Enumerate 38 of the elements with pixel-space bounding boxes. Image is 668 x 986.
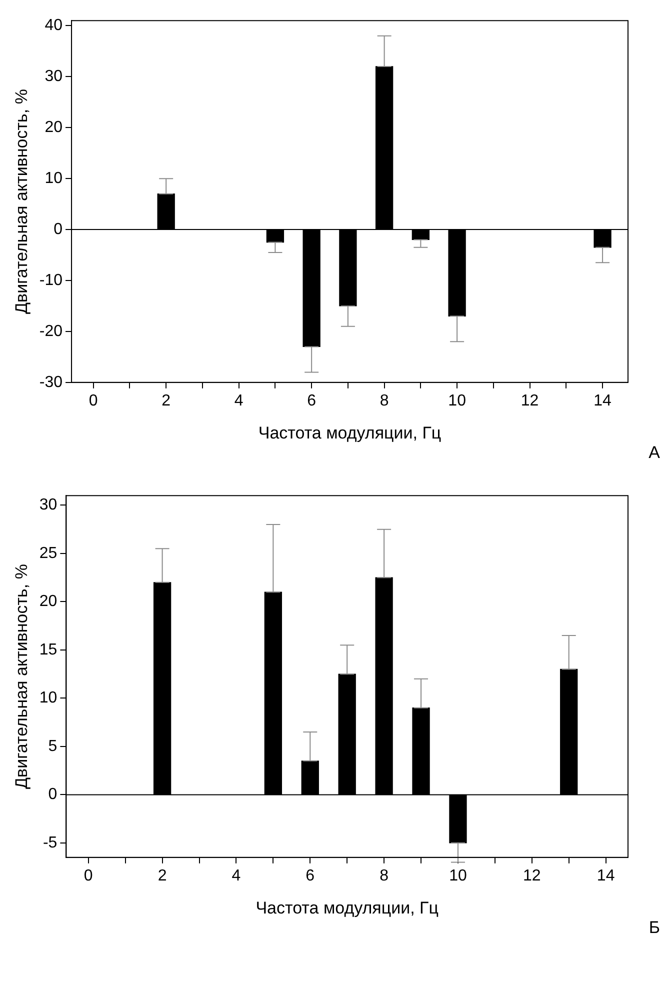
x-tick-label: 14 (596, 867, 615, 884)
y-tick-label: -20 (39, 322, 63, 340)
x-tick-label: 0 (88, 392, 98, 410)
x-tick-label: 0 (84, 867, 93, 884)
y-tick-label: 5 (48, 738, 58, 755)
text: А (648, 443, 660, 463)
x-tick-label: 12 (523, 867, 541, 884)
x-tick-label: 8 (380, 867, 389, 884)
y-axis-title: Двигательная активность, % (12, 564, 31, 789)
y-tick-label: 25 (39, 544, 58, 562)
y-tick-label: 30 (39, 496, 58, 514)
y-tick-label: 30 (44, 68, 63, 86)
x-tick-label: 10 (448, 392, 466, 410)
x-tick-label: 6 (307, 392, 316, 410)
y-tick-label: 0 (54, 220, 63, 238)
x-tick-label: 10 (449, 867, 467, 884)
y-tick-label: 0 (48, 786, 58, 804)
x-tick-label: 12 (520, 392, 539, 410)
x-tick-label: 8 (380, 392, 389, 410)
y-tick-label: 10 (39, 690, 58, 707)
x-tick-label: 4 (234, 392, 244, 410)
y-tick-label: 20 (39, 593, 58, 610)
x-tick-label: 2 (158, 867, 167, 884)
x-axis-title: Частота модуляции, Гц (256, 898, 439, 918)
y-tick-label: -10 (39, 272, 63, 289)
y-axis-title: Двигательная активность, % (12, 89, 31, 314)
y-tick-label: 10 (44, 170, 63, 187)
y-tick-label: -30 (39, 374, 63, 391)
x-tick-label: 6 (306, 867, 315, 884)
text: Б (648, 918, 660, 938)
y-tick-label: 40 (44, 17, 63, 34)
x-tick-label: 2 (162, 392, 171, 410)
y-tick-label: 15 (39, 641, 58, 658)
y-tick-label: 20 (44, 119, 63, 136)
x-tick-label: 4 (232, 867, 241, 884)
y-tick-label: -5 (42, 834, 58, 852)
x-tick-label: 14 (594, 392, 612, 410)
x-axis-title: Частота модуляции, Гц (258, 423, 442, 442)
